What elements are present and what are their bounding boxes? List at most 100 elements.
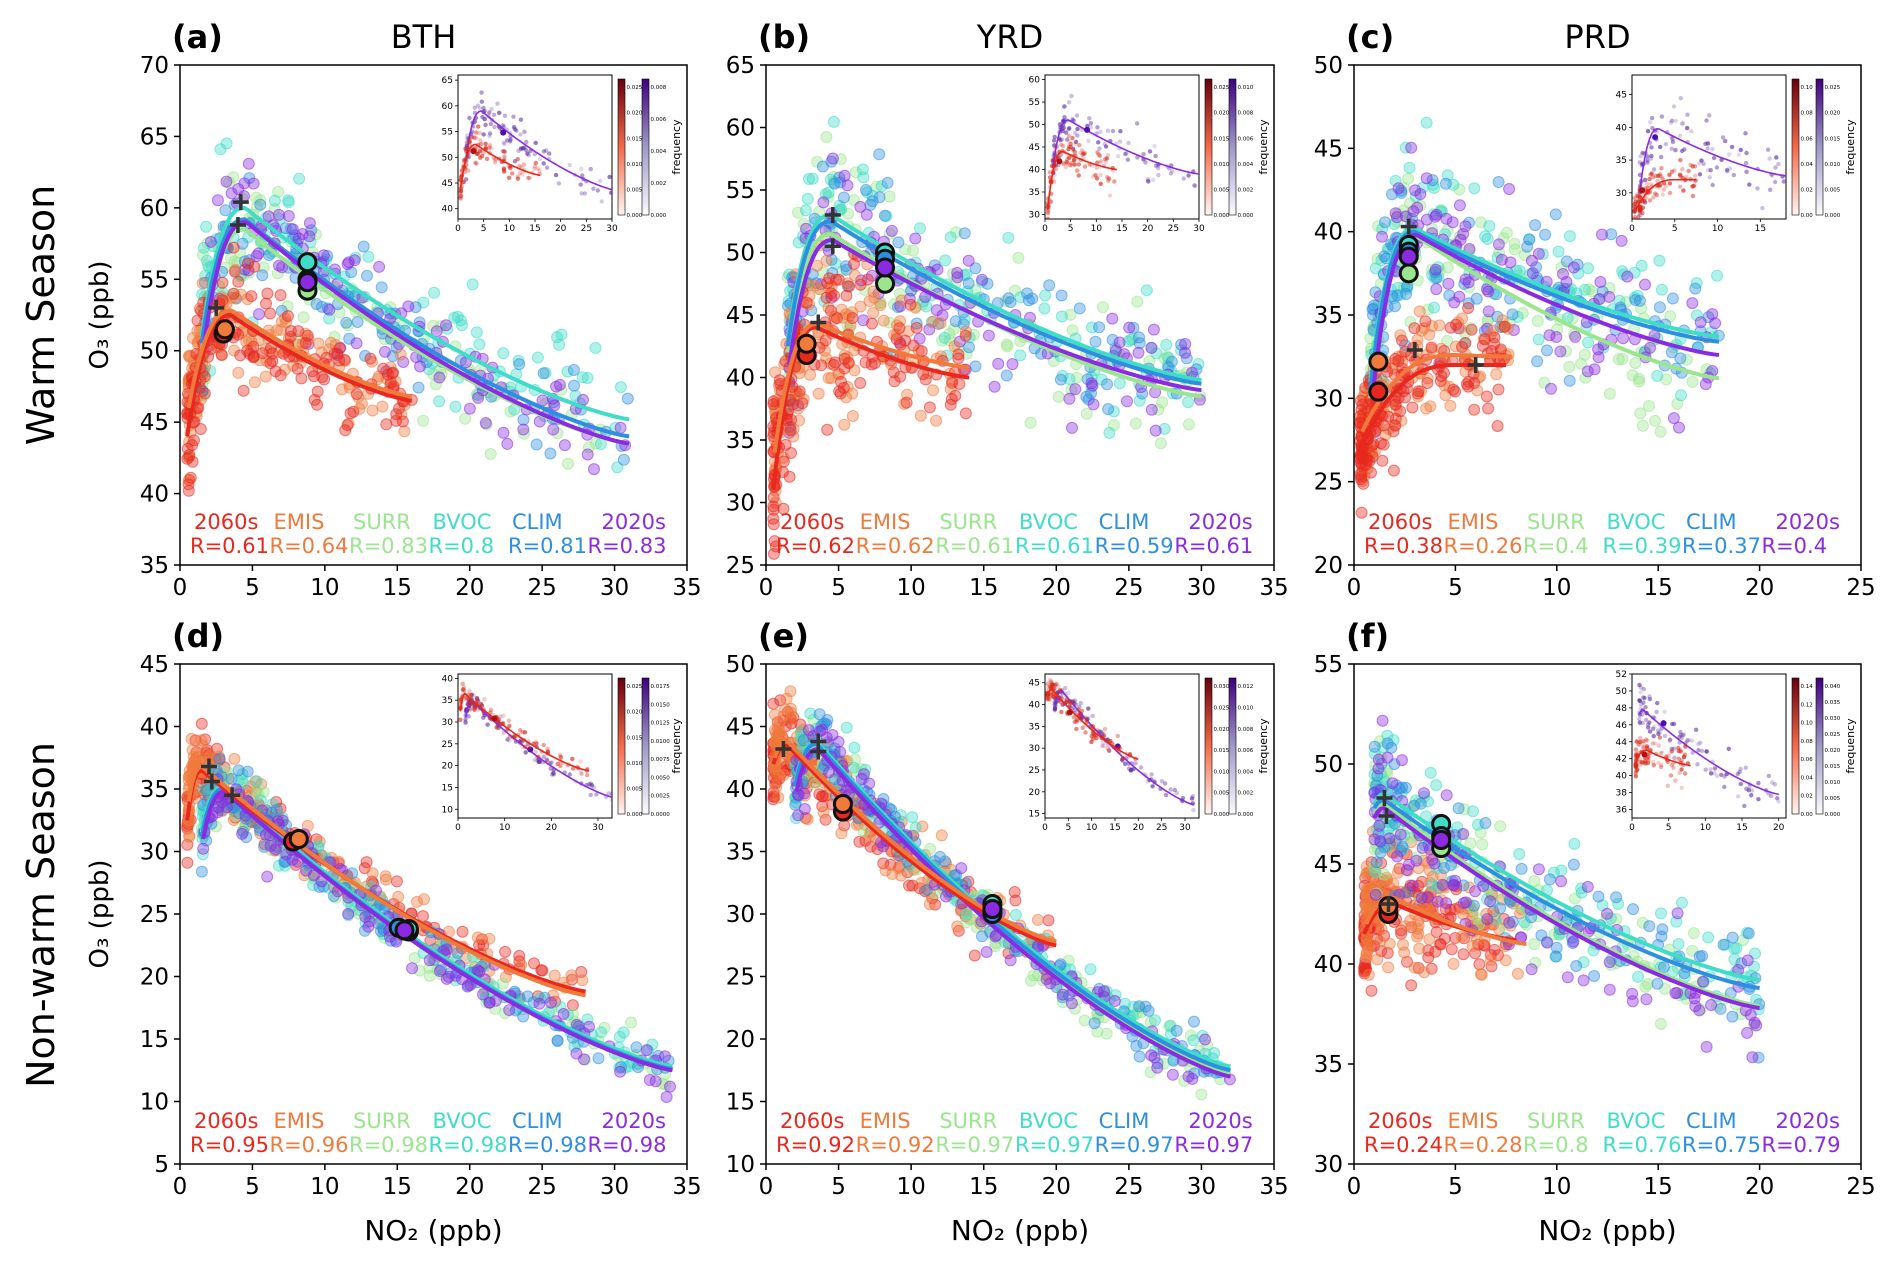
data-point bbox=[1552, 245, 1565, 258]
inset-point bbox=[492, 124, 497, 130]
data-point bbox=[1069, 383, 1082, 396]
inset-point bbox=[478, 138, 483, 143]
inset-point bbox=[1704, 141, 1709, 146]
inset-plot: 0 5 10 15 20 25 30303540455055600.0000.0050.01… bbox=[1029, 74, 1270, 234]
inset-point bbox=[1738, 147, 1744, 153]
colorbar-tick-label: 0.015 bbox=[1214, 136, 1230, 142]
data-point bbox=[959, 325, 972, 338]
data-point bbox=[1588, 363, 1601, 376]
legend-name: 2020s bbox=[1188, 510, 1252, 534]
inset-point bbox=[1677, 172, 1683, 177]
data-point bbox=[463, 402, 476, 415]
inset-point bbox=[500, 123, 506, 128]
inset-point bbox=[1064, 159, 1069, 165]
data-point bbox=[1482, 285, 1495, 298]
inset-scatter-2060s bbox=[1632, 157, 1698, 219]
inset-point bbox=[1710, 182, 1715, 188]
legend-name: CLIM bbox=[1099, 510, 1150, 534]
data-point bbox=[254, 194, 267, 207]
data-point bbox=[1402, 172, 1415, 185]
data-point bbox=[799, 204, 812, 217]
data-point bbox=[968, 949, 981, 962]
data-point bbox=[1629, 357, 1642, 369]
inset-point bbox=[1062, 115, 1067, 120]
legend-name: SURR bbox=[353, 1109, 411, 1133]
y-tick-label: 35 bbox=[140, 777, 169, 803]
inset-point bbox=[611, 199, 612, 203]
data-point bbox=[820, 291, 833, 304]
data-point bbox=[837, 191, 850, 204]
data-point bbox=[1407, 205, 1420, 218]
data-point bbox=[360, 856, 373, 869]
inset-point bbox=[492, 160, 498, 165]
inset-point bbox=[1677, 133, 1683, 138]
data-point bbox=[428, 286, 441, 299]
x-tick-label: 5 bbox=[831, 575, 846, 601]
inset-point bbox=[549, 760, 554, 765]
y-tick-label: 5 bbox=[154, 1152, 169, 1178]
inset-colorbar-purple bbox=[641, 677, 650, 815]
data-point bbox=[323, 312, 336, 325]
inset-point bbox=[476, 124, 481, 129]
inset-point bbox=[458, 193, 464, 198]
legend-r-value: R=0.26 bbox=[1444, 534, 1523, 558]
inset-point bbox=[533, 140, 538, 146]
data-point bbox=[1592, 351, 1605, 364]
data-point bbox=[1560, 276, 1573, 288]
data-point bbox=[1096, 301, 1109, 314]
inset-point bbox=[1645, 160, 1650, 165]
data-point bbox=[1636, 419, 1649, 432]
data-point bbox=[589, 341, 602, 354]
inset-point bbox=[1098, 129, 1103, 134]
inset-point bbox=[609, 792, 612, 797]
inset-point bbox=[550, 772, 555, 777]
data-point bbox=[1492, 176, 1505, 188]
data-point bbox=[1113, 377, 1126, 390]
colorbar-tick-label: 0.000 bbox=[651, 213, 667, 219]
inset-point bbox=[502, 154, 507, 159]
inset-point bbox=[1659, 166, 1664, 171]
data-point bbox=[1639, 278, 1651, 291]
data-point bbox=[376, 921, 389, 934]
data-point bbox=[1406, 401, 1419, 414]
data-point bbox=[232, 366, 245, 379]
data-point bbox=[943, 327, 956, 340]
legend-name: 2020s bbox=[602, 1109, 666, 1133]
inset-point bbox=[588, 792, 593, 798]
colorbar-tick-label: 0.0075 bbox=[651, 757, 671, 763]
data-point bbox=[225, 187, 238, 200]
inset-mean bbox=[1639, 187, 1646, 194]
inset-colorbar-red bbox=[1204, 78, 1213, 216]
data-point bbox=[780, 692, 793, 705]
data-point bbox=[1154, 437, 1167, 450]
data-point bbox=[660, 1091, 673, 1103]
data-point bbox=[969, 360, 982, 373]
data-point bbox=[273, 208, 285, 221]
x-tick-label: 0 bbox=[759, 575, 774, 601]
data-point bbox=[1654, 425, 1667, 438]
data-point bbox=[228, 752, 241, 765]
data-point bbox=[877, 314, 890, 327]
inset-point bbox=[1126, 140, 1131, 146]
inset-point bbox=[579, 166, 584, 171]
inset-point bbox=[1767, 156, 1772, 161]
inset-point bbox=[1062, 104, 1067, 109]
data-point bbox=[196, 739, 209, 752]
data-point bbox=[293, 172, 306, 185]
inset-point bbox=[1075, 126, 1080, 132]
inset-scatter-2060s bbox=[458, 124, 542, 201]
data-point bbox=[827, 115, 840, 128]
data-point bbox=[1491, 420, 1504, 432]
data-point bbox=[188, 755, 201, 768]
data-point bbox=[351, 316, 364, 328]
y-tick-label: 70 bbox=[140, 53, 169, 79]
inset-point bbox=[477, 106, 483, 111]
inset-point bbox=[479, 99, 484, 104]
data-point bbox=[1404, 316, 1417, 328]
data-point bbox=[909, 232, 922, 245]
inset-point bbox=[1071, 158, 1077, 163]
data-point bbox=[1709, 317, 1722, 330]
inset-point bbox=[610, 789, 612, 794]
data-point bbox=[1536, 248, 1549, 261]
inset-point bbox=[518, 132, 523, 137]
